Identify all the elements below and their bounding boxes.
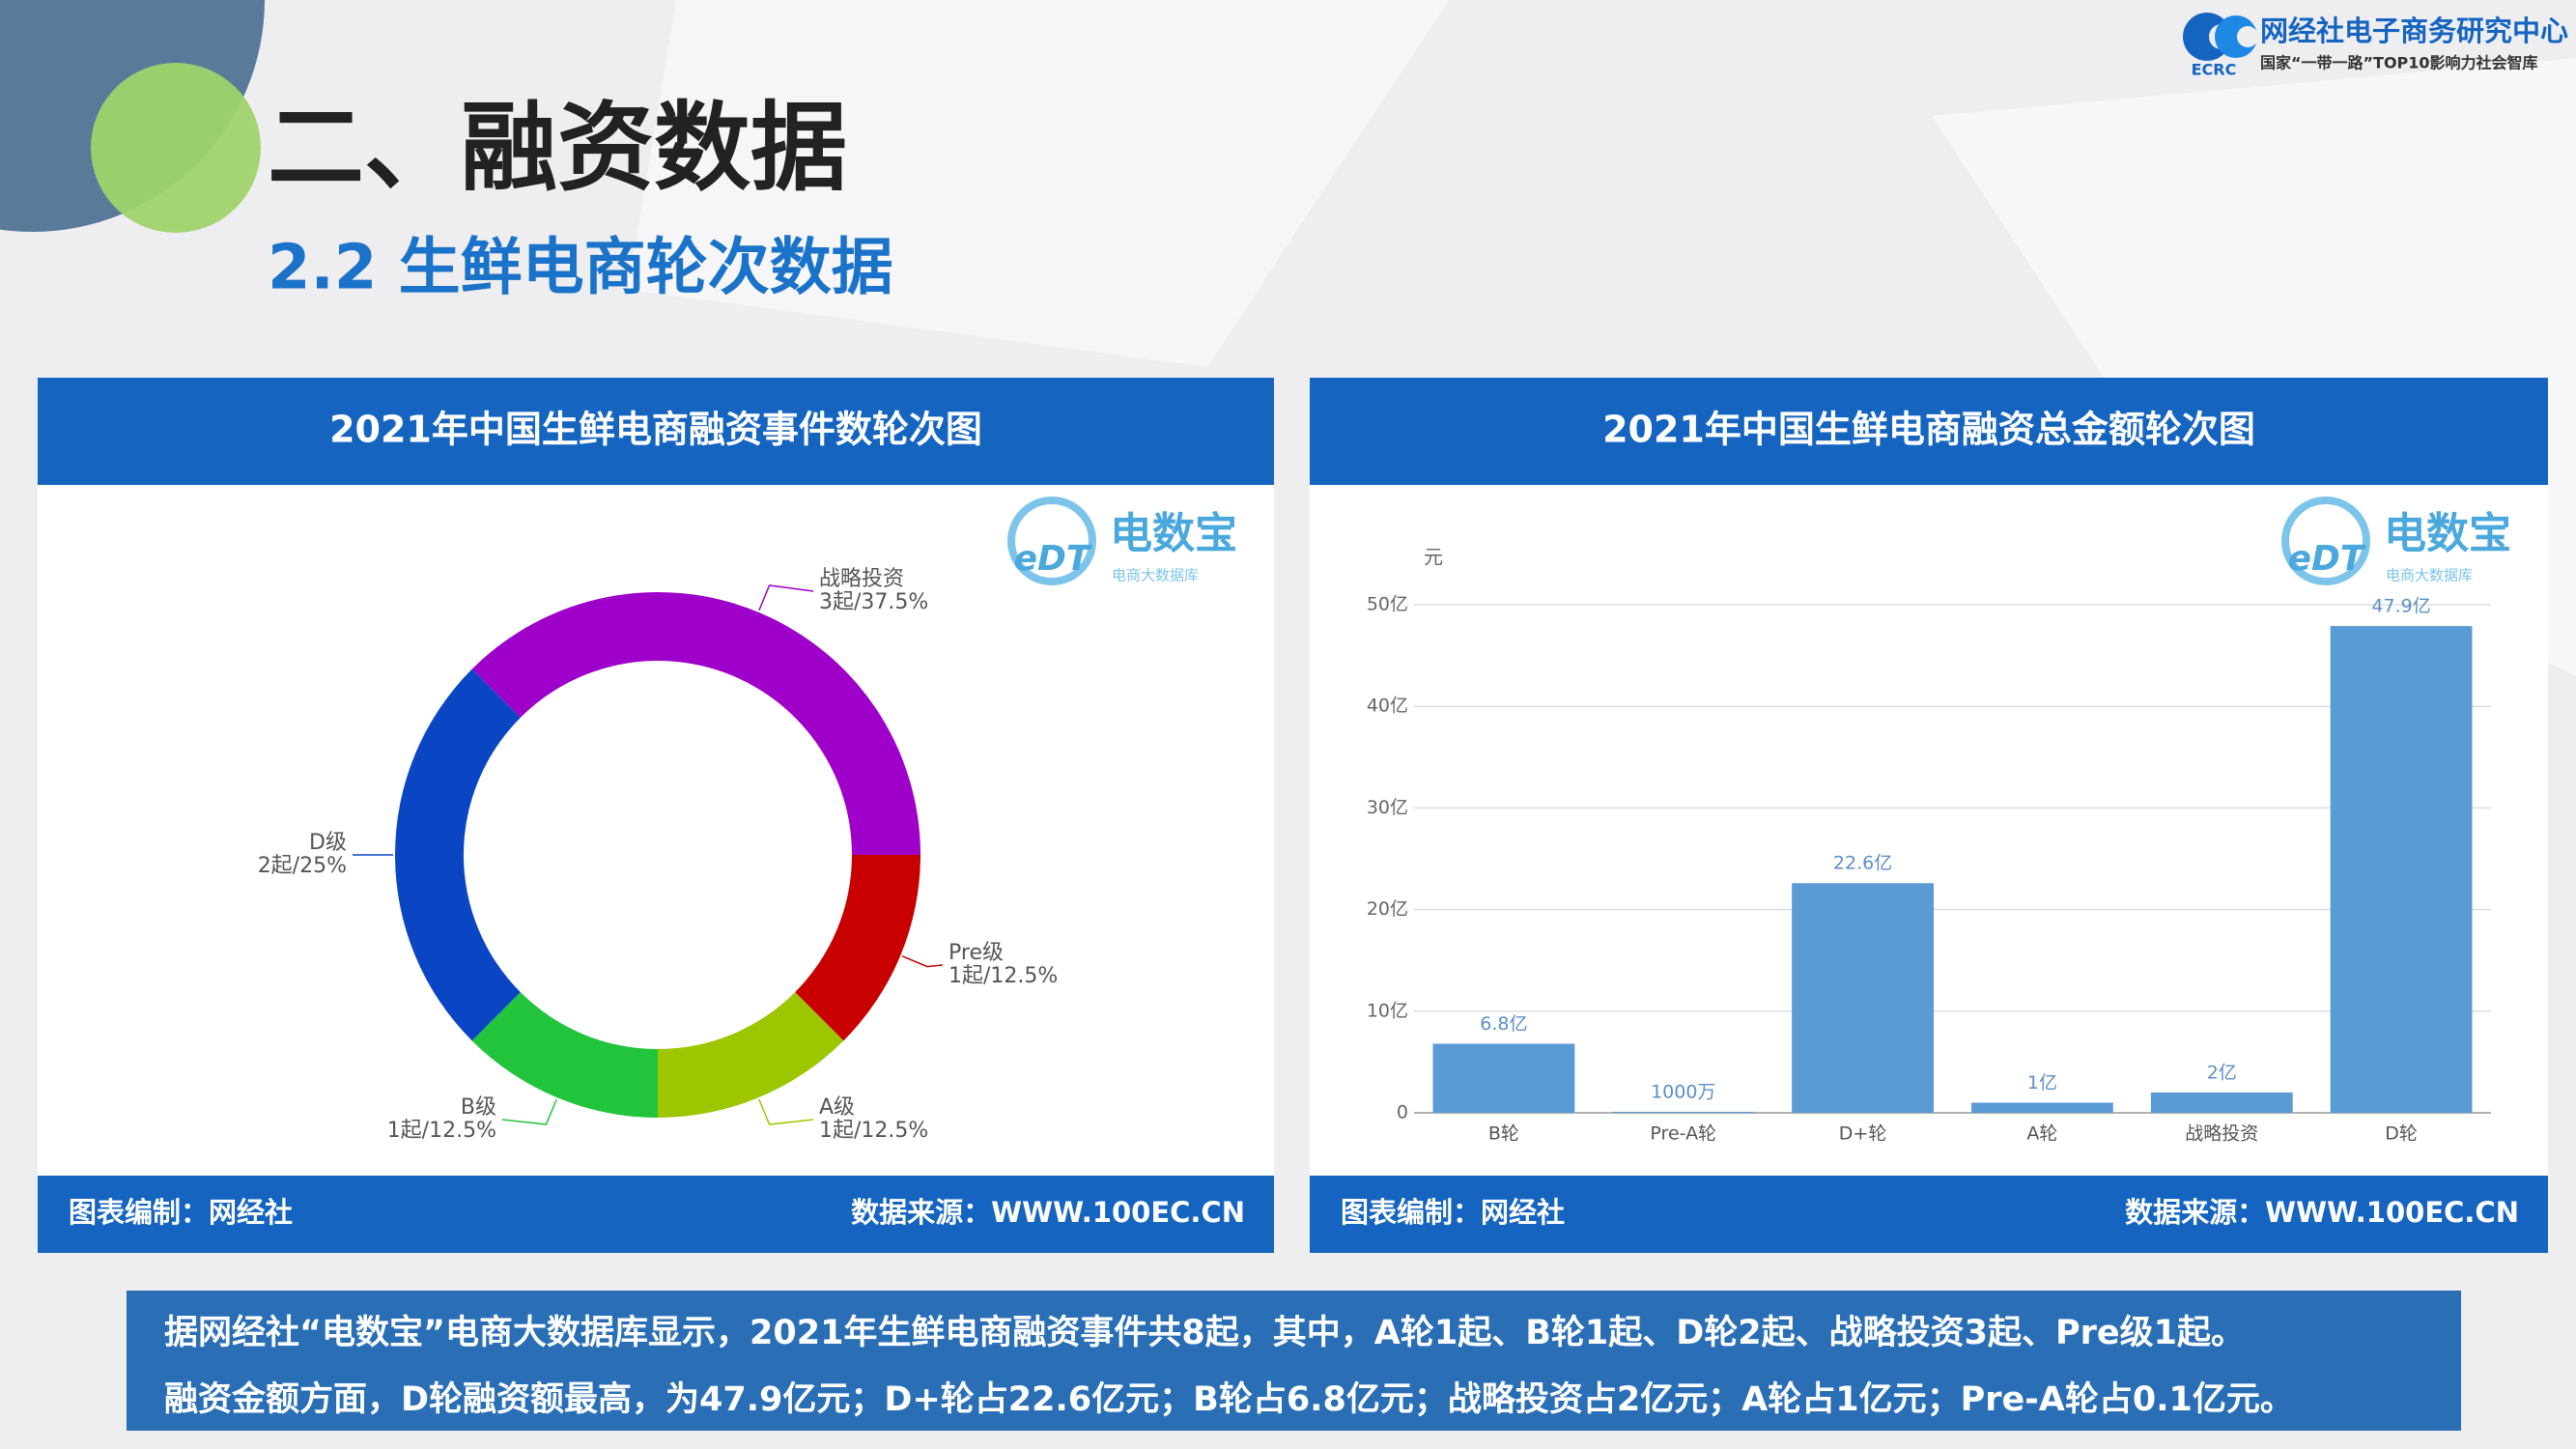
value-label: 1000万	[1651, 1081, 1715, 1102]
donut-segment	[395, 668, 521, 1041]
donut-segment	[658, 992, 844, 1118]
watermark-cloud	[2281, 497, 2370, 585]
y-tick-label: 50亿	[1367, 594, 1408, 615]
x-tick-label: Pre-A轮	[1650, 1123, 1716, 1145]
watermark-sub: 电商大数据库	[1112, 567, 1199, 584]
bg-shape	[628, 0, 1449, 367]
title: 二、融资数据	[268, 91, 847, 204]
y-tick-label: 10亿	[1367, 1000, 1408, 1021]
pie-value-label: 3起/37.5%	[819, 590, 928, 614]
bar	[2330, 626, 2473, 1113]
donut-segment	[471, 592, 920, 855]
value-label: 6.8亿	[1480, 1013, 1527, 1035]
panel-header	[38, 378, 1274, 485]
pie-label: Pre级	[948, 941, 1004, 965]
watermark-mark: eDT	[2288, 539, 2366, 579]
description-box	[127, 1291, 2461, 1431]
y-tick-label: 0	[1397, 1102, 1408, 1123]
leader-line	[758, 584, 814, 611]
pie-label: A级	[819, 1095, 855, 1120]
description-line: 融资金额方面，D轮融资额最高，为47.9亿元；D+轮占22.6亿元；B轮占6.8…	[164, 1379, 2294, 1419]
x-tick-label: 战略投资	[2185, 1123, 2258, 1145]
bar	[1971, 1102, 2113, 1113]
x-tick-label: D轮	[2385, 1123, 2418, 1145]
chart-title: 2021年中国生鲜电商融资总金额轮次图	[1602, 409, 2255, 451]
y-tick-label: 30亿	[1367, 797, 1408, 818]
pie-label: 战略投资	[819, 567, 904, 591]
source: 数据来源：WWW.100EC.CN	[2125, 1196, 2519, 1229]
description-line: 据网经社“电数宝”电商大数据库显示，2021年生鲜电商融资事件共8起，其中，A轮…	[164, 1314, 2245, 1352]
panel	[38, 378, 1274, 1253]
chart-title: 2021年中国生鲜电商融资事件数轮次图	[329, 409, 982, 451]
watermark-name: 电数宝	[2384, 509, 2511, 558]
pie-label: D级	[309, 831, 347, 855]
logo-abbr: ECRC	[2192, 61, 2237, 79]
leader-line	[501, 1098, 557, 1125]
donut-segment	[471, 992, 658, 1118]
subtitle: 2.2 生鲜电商轮次数据	[268, 233, 893, 304]
value-label: 2亿	[2207, 1062, 2237, 1083]
value-label: 22.6亿	[1833, 853, 1892, 874]
panel-footer	[38, 1176, 1274, 1253]
credit: 图表编制：网经社	[1341, 1196, 1565, 1229]
pie-value-label: 1起/12.5%	[819, 1119, 928, 1143]
x-tick-label: D+轮	[1839, 1123, 1887, 1145]
panel-footer	[1310, 1176, 2548, 1253]
pie-label: B级	[461, 1095, 496, 1120]
value-label: 47.9亿	[2371, 596, 2430, 617]
value-label: 1亿	[2027, 1072, 2057, 1094]
y-tick-label: 40亿	[1367, 696, 1408, 717]
leader-line	[758, 1098, 814, 1125]
watermark-mark: eDT	[1014, 539, 1092, 579]
logo-tagline: 国家“一带一路”TOP10影响力社会智库	[2260, 54, 2538, 72]
pie-value-label: 1起/12.5%	[387, 1119, 496, 1143]
bar	[1792, 883, 1934, 1113]
watermark-cloud	[1007, 497, 1096, 585]
logo-mark	[2215, 15, 2257, 58]
logo-mark	[2237, 26, 2258, 47]
watermark-sub: 电商大数据库	[2386, 567, 2473, 584]
leader-line	[901, 955, 944, 968]
donut-segment	[795, 855, 920, 1041]
x-tick-label: B轮	[1488, 1123, 1519, 1145]
panel-header	[1310, 378, 2548, 485]
pie-value-label: 1起/12.5%	[948, 964, 1058, 988]
pie-value-label: 2起/25%	[258, 854, 347, 878]
green-circle	[91, 63, 261, 233]
credit: 图表编制：网经社	[69, 1196, 293, 1229]
source: 数据来源：WWW.100EC.CN	[851, 1196, 1245, 1229]
bar	[1432, 1043, 1575, 1113]
y-tick-label: 20亿	[1367, 898, 1408, 920]
watermark-name: 电数宝	[1110, 509, 1237, 558]
x-tick-label: A轮	[2026, 1123, 2057, 1145]
bar	[2150, 1092, 2293, 1113]
logo-name: 网经社电子商务研究中心	[2260, 14, 2568, 47]
bar	[1612, 1111, 1755, 1113]
logo: ECRC 网经社电子商务研究中心 国家“一带一路”TOP10影响力社会智库	[2183, 13, 2568, 79]
y-unit: 元	[1424, 546, 1443, 569]
